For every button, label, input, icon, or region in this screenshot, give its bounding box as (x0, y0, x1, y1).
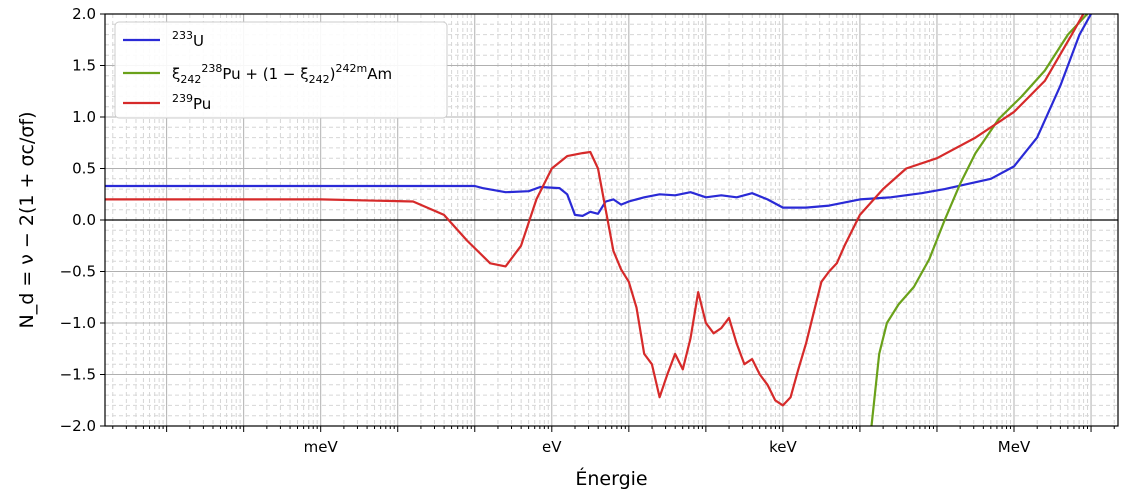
x-tick-label: MeV (998, 438, 1031, 456)
legend-label-3: 239Pu (172, 92, 211, 113)
y-tick-label: −2.0 (60, 417, 96, 435)
x-tick-label: eV (542, 438, 562, 456)
legend-label-2: ξ242238Pu + (1 − ξ242)242mAm (172, 62, 392, 86)
y-tick-label: −0.5 (60, 263, 96, 281)
legend-box (114, 21, 448, 119)
y-axis-label-text: N_d = ν − 2(1 + σc/σf) (16, 111, 38, 328)
x-tick-labels: meV eV keV MeV (304, 438, 1031, 456)
y-axis-label: N_d = ν − 2(1 + σc/σf) (16, 111, 38, 328)
y-tick-label: 1.0 (72, 108, 96, 126)
x-tick-label: keV (769, 438, 797, 456)
axes-frame (100, 13, 1119, 432)
series-line-3 (105, 14, 1085, 407)
x-axis-label: Énergie (575, 467, 647, 490)
y-tick-label: 2.0 (72, 5, 96, 23)
y-tick-label: 1.5 (72, 57, 96, 75)
y-tick-label: 0.5 (72, 160, 96, 178)
series-line-2 (870, 14, 1089, 426)
legend-label-1: 233U (172, 29, 204, 50)
y-tick-labels: −2.0 −1.5 −1.0 −0.5 0.0 0.5 1.0 1.5 2.0 (60, 5, 96, 435)
legend: 233U ξ242238Pu + (1 − ξ242)242mAm 239Pu (114, 21, 448, 119)
series-line-1 (105, 14, 1092, 217)
y-tick-label: 0.0 (72, 211, 96, 229)
y-tick-label: −1.5 (60, 366, 96, 384)
y-tick-label: −1.0 (60, 314, 96, 332)
series-layer (105, 14, 1092, 426)
x-tick-label: meV (304, 438, 339, 456)
